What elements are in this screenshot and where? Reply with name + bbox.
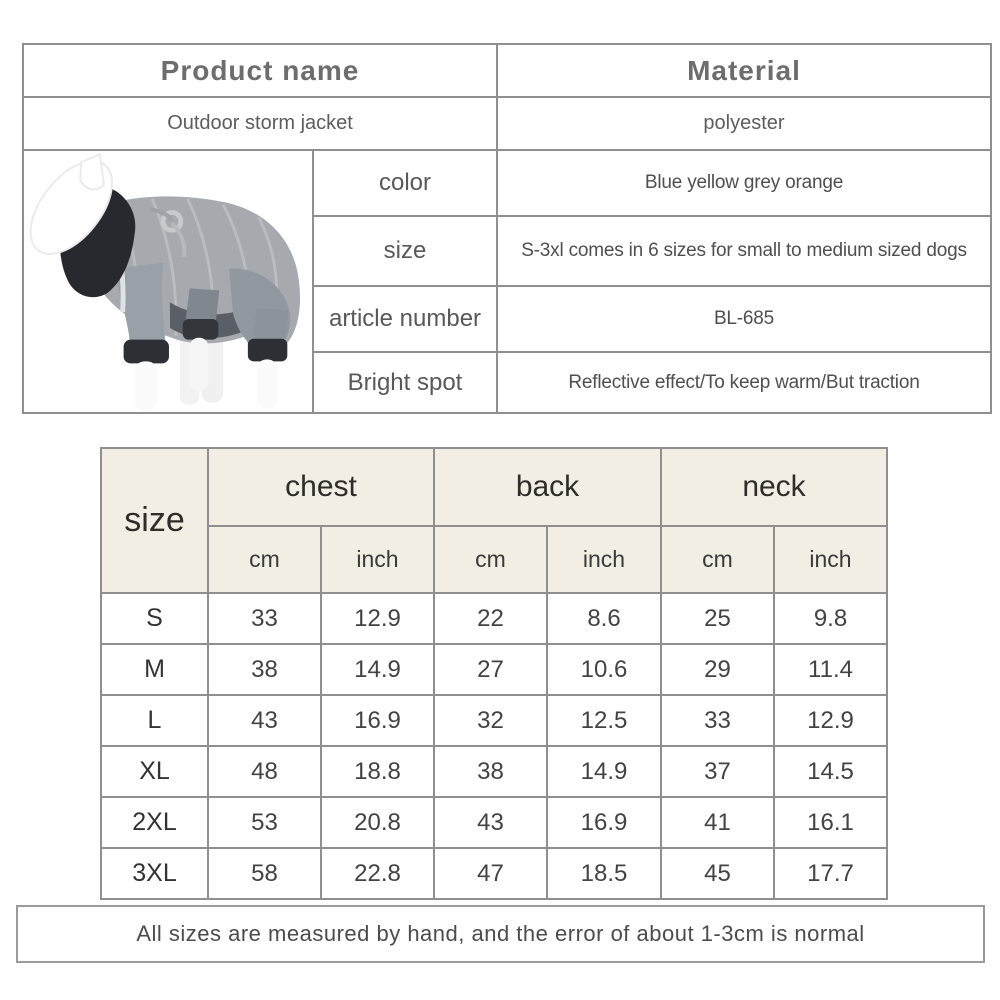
chest-cm-cell: 38 [207, 643, 322, 696]
spec-value-color: Blue yellow grey orange [496, 149, 992, 217]
chest-inch-cell: 22.8 [320, 847, 435, 900]
neck-inch-cell: 11.4 [773, 643, 888, 696]
neck-inch-cell: 17.7 [773, 847, 888, 900]
size-row-s: S 33 12.9 22 8.6 25 9.8 [100, 592, 888, 645]
chest-inch-cell: 20.8 [320, 796, 435, 849]
chest-inch-cell: 16.9 [320, 694, 435, 747]
neck-cm-cell: 37 [660, 745, 775, 798]
size-label: XL [100, 745, 209, 798]
spec-label-article-number: article number [312, 285, 498, 353]
neck-inch-cell: 14.5 [773, 745, 888, 798]
unit-header-chest-cm: cm [207, 525, 322, 594]
back-inch-cell: 8.6 [546, 592, 662, 645]
product-name-header: Product name [22, 43, 498, 98]
size-label: M [100, 643, 209, 696]
group-header-neck: neck [660, 447, 888, 527]
size-row-xl: XL 48 18.8 38 14.9 37 14.5 [100, 745, 888, 798]
back-inch-cell: 12.5 [546, 694, 662, 747]
unit-header-chest-inch: inch [320, 525, 435, 594]
product-image-cell [22, 149, 314, 414]
size-label: L [100, 694, 209, 747]
size-row-l: L 43 16.9 32 12.5 33 12.9 [100, 694, 888, 747]
measurement-disclaimer-text: All sizes are measured by hand, and the … [136, 921, 865, 946]
spec-value-bright-spot: Reflective effect/To keep warm/But tract… [496, 351, 992, 414]
chest-cm-cell: 33 [207, 592, 322, 645]
back-inch-cell: 18.5 [546, 847, 662, 900]
chest-inch-cell: 12.9 [320, 592, 435, 645]
back-cm-cell: 27 [433, 643, 548, 696]
chest-inch-cell: 14.9 [320, 643, 435, 696]
spec-label-size: size [312, 215, 498, 287]
size-row-3xl: 3XL 58 22.8 47 18.5 45 17.7 [100, 847, 888, 900]
size-row-m: M 38 14.9 27 10.6 29 11.4 [100, 643, 888, 696]
chest-inch-cell: 18.8 [320, 745, 435, 798]
neck-cm-cell: 29 [660, 643, 775, 696]
chest-cm-cell: 58 [207, 847, 322, 900]
unit-header-neck-inch: inch [773, 525, 888, 594]
size-chart-table: size chest back neck cm inch cm inch cm … [100, 447, 888, 900]
back-cm-cell: 32 [433, 694, 548, 747]
measurement-disclaimer: All sizes are measured by hand, and the … [16, 905, 985, 963]
back-inch-cell: 16.9 [546, 796, 662, 849]
group-header-back: back [433, 447, 662, 527]
dog-storm-jacket-illustration [29, 152, 300, 411]
spec-value-size: S-3xl comes in 6 sizes for small to medi… [496, 215, 992, 287]
spec-label-color: color [312, 149, 498, 217]
product-name-value: Outdoor storm jacket [22, 96, 498, 151]
spec-value-article-number: BL-685 [496, 285, 992, 353]
neck-inch-cell: 12.9 [773, 694, 888, 747]
neck-cm-cell: 41 [660, 796, 775, 849]
group-header-chest: chest [207, 447, 435, 527]
material-header: Material [496, 43, 992, 98]
back-cm-cell: 43 [433, 796, 548, 849]
neck-cm-cell: 25 [660, 592, 775, 645]
spec-label-bright-spot: Bright spot [312, 351, 498, 414]
size-label: 3XL [100, 847, 209, 900]
neck-cm-cell: 45 [660, 847, 775, 900]
back-cm-cell: 22 [433, 592, 548, 645]
back-cm-cell: 38 [433, 745, 548, 798]
size-label: S [100, 592, 209, 645]
unit-header-back-cm: cm [433, 525, 548, 594]
size-label: 2XL [100, 796, 209, 849]
back-cm-cell: 47 [433, 847, 548, 900]
size-chart-corner-label: size [100, 447, 209, 594]
chest-cm-cell: 53 [207, 796, 322, 849]
product-info-table: Product name Material Outdoor storm jack… [22, 43, 992, 414]
chest-cm-cell: 48 [207, 745, 322, 798]
back-inch-cell: 14.9 [546, 745, 662, 798]
neck-cm-cell: 33 [660, 694, 775, 747]
unit-header-back-inch: inch [546, 525, 662, 594]
size-row-2xl: 2XL 53 20.8 43 16.9 41 16.1 [100, 796, 888, 849]
neck-inch-cell: 9.8 [773, 592, 888, 645]
material-value: polyester [496, 96, 992, 151]
back-inch-cell: 10.6 [546, 643, 662, 696]
unit-header-neck-cm: cm [660, 525, 775, 594]
neck-inch-cell: 16.1 [773, 796, 888, 849]
chest-cm-cell: 43 [207, 694, 322, 747]
